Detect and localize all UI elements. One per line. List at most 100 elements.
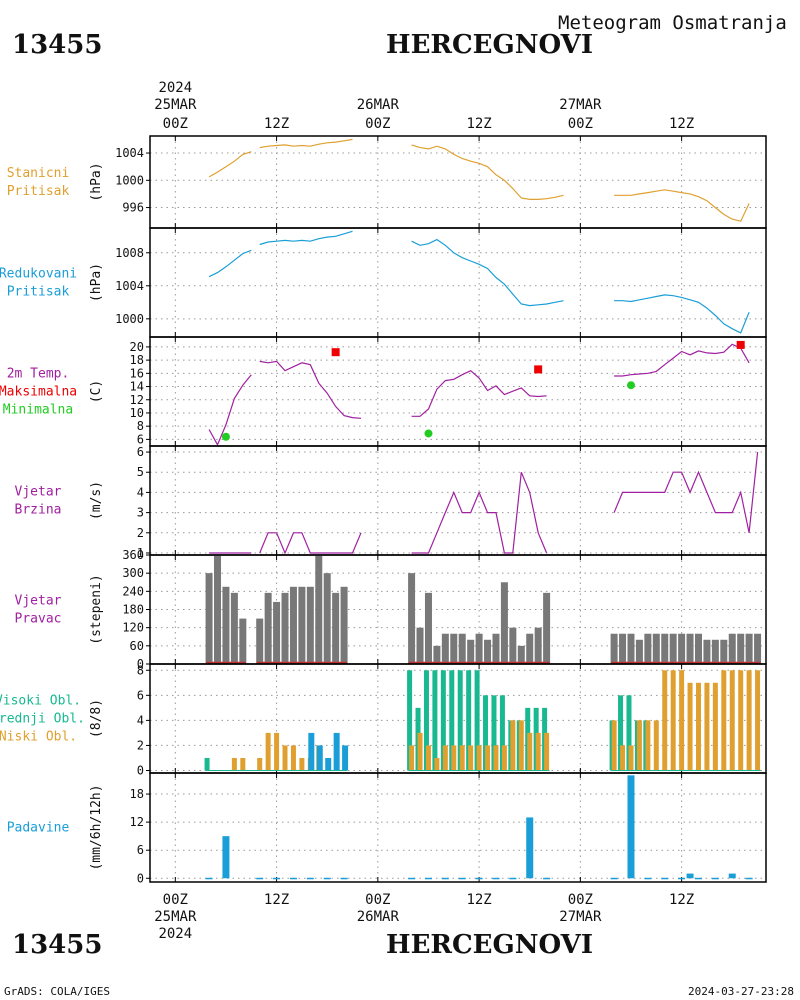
- panel-frame: [149, 336, 767, 447]
- cloud-bar: [611, 720, 617, 771]
- precip-bar: [205, 877, 213, 880]
- wind-dir-bar: [340, 586, 348, 664]
- series-line: [411, 471, 548, 554]
- series-line: [411, 369, 547, 417]
- panel-label: Pravac: [15, 612, 62, 627]
- wind-dir-bar: [492, 633, 500, 664]
- series-line: [613, 452, 759, 533]
- y-tick-label: 12: [130, 393, 144, 407]
- top-date-label: 27MAR: [559, 97, 602, 113]
- cloud-bar: [746, 670, 752, 771]
- panel-cloud-cover: 0 2 4 6 8 (8/8) Visoki Obl. Srednji Obl. Niski O…: [0, 663, 767, 777]
- y-axis-unit: (m/s): [89, 481, 104, 520]
- panel-label: Pritisak: [7, 285, 70, 300]
- cloud-bar: [679, 670, 685, 771]
- y-tick-label: 1008: [115, 246, 144, 260]
- series-line: [208, 249, 252, 278]
- precip-bar: [475, 877, 483, 880]
- panel-label: Brzina: [15, 503, 62, 518]
- panel-label: Niski Obl.: [0, 730, 77, 745]
- cloud-bar: [729, 670, 735, 771]
- series-line: [259, 138, 353, 149]
- wind-dir-bar: [433, 645, 441, 664]
- wind-dir-bar: [239, 618, 247, 664]
- y-axis-unit: (C): [89, 380, 104, 403]
- cloud-bar: [299, 757, 305, 771]
- panel-label: Stanicni: [7, 166, 70, 181]
- cloud-bar: [282, 745, 288, 771]
- y-tick-label: 360: [122, 548, 144, 562]
- wind-dir-bar: [754, 633, 762, 664]
- cloud-bar: [620, 745, 626, 771]
- cloud-bar: [544, 732, 550, 771]
- wind-dir-bar: [686, 633, 694, 664]
- y-tick-label: 0: [137, 871, 144, 885]
- series-line: [259, 230, 353, 246]
- panel-precipitation: 0 6 12 18 (mm/6h/12h) Padavine: [7, 772, 767, 885]
- precip-bar: [306, 877, 314, 880]
- cloud-bar: [434, 757, 440, 771]
- panel-label: Padavine: [7, 821, 70, 836]
- wind-dir-bar: [745, 633, 753, 664]
- precip-bar: [323, 877, 331, 880]
- cloud-bar: [466, 670, 472, 771]
- wind-dir-bar: [543, 592, 551, 664]
- series-line: [208, 374, 252, 447]
- y-tick-label: 996: [122, 201, 144, 215]
- y-tick-label: 2: [137, 738, 144, 752]
- bottom-date-label: 26MAR: [357, 909, 400, 925]
- wind-dir-bar: [230, 592, 238, 664]
- cloud-bar: [425, 745, 431, 771]
- y-tick-label: 18: [130, 787, 144, 801]
- wind-dir-bar: [694, 633, 702, 664]
- precip-bar: [458, 877, 466, 880]
- wind-dir-bar: [298, 586, 306, 664]
- y-tick-label: 8: [137, 663, 144, 677]
- cloud-bar: [626, 695, 632, 771]
- wind-dir-bar: [737, 633, 745, 664]
- panel-label: Srednji Obl.: [0, 712, 85, 727]
- series-line: [411, 144, 564, 200]
- y-tick-label: 120: [122, 621, 144, 635]
- wind-dir-bar: [627, 633, 635, 664]
- panel-frame: [149, 445, 767, 556]
- cloud-bar: [491, 695, 497, 771]
- series-line: [259, 532, 362, 555]
- precip-bar: [694, 877, 702, 880]
- wind-dir-bar: [424, 592, 432, 664]
- cloud-bar: [417, 732, 423, 771]
- cloud-bar: [704, 682, 710, 771]
- wind-dir-bar: [306, 586, 314, 664]
- bottom-hour-label: 12Z: [669, 892, 694, 908]
- bottom-date-label: 25MAR: [154, 909, 197, 925]
- cloud-bar: [645, 720, 651, 771]
- cloud-bar: [440, 670, 446, 771]
- cloud-bar: [409, 745, 415, 771]
- cloud-bar: [653, 720, 659, 771]
- cloud-bar: [535, 732, 541, 771]
- cloud-bar: [518, 720, 524, 771]
- cloud-bar: [476, 745, 482, 771]
- y-tick-label: 14: [130, 380, 144, 394]
- panel-label: Pritisak: [7, 184, 70, 199]
- bottom-hour-label: 00Z: [163, 892, 188, 908]
- y-tick-label: 6: [137, 843, 144, 857]
- cloud-bar: [451, 745, 457, 771]
- y-axis-unit: (hPa): [89, 162, 104, 201]
- panel-frame: [149, 772, 767, 883]
- chart-title: Meteogram Osmatranja: [558, 12, 787, 34]
- cloud-bar: [257, 757, 263, 771]
- panel-wind-direction: 0 60 120 180 240 300 360 (stepeni) Vjetar Pravac: [15, 548, 767, 671]
- footer-left: GrADS: COLA/IGES: [4, 985, 110, 998]
- precip-bar: [728, 873, 736, 879]
- cloud-bar: [231, 757, 237, 771]
- y-tick-label: 18: [130, 353, 144, 367]
- cloud-bar: [670, 670, 676, 771]
- precip-bar: [686, 873, 694, 879]
- precip-bar: [610, 877, 618, 880]
- wind-dir-bar: [222, 586, 230, 664]
- cloud-bar: [240, 757, 246, 771]
- cloud-bar: [342, 745, 349, 771]
- y-tick-label: 1000: [115, 312, 144, 326]
